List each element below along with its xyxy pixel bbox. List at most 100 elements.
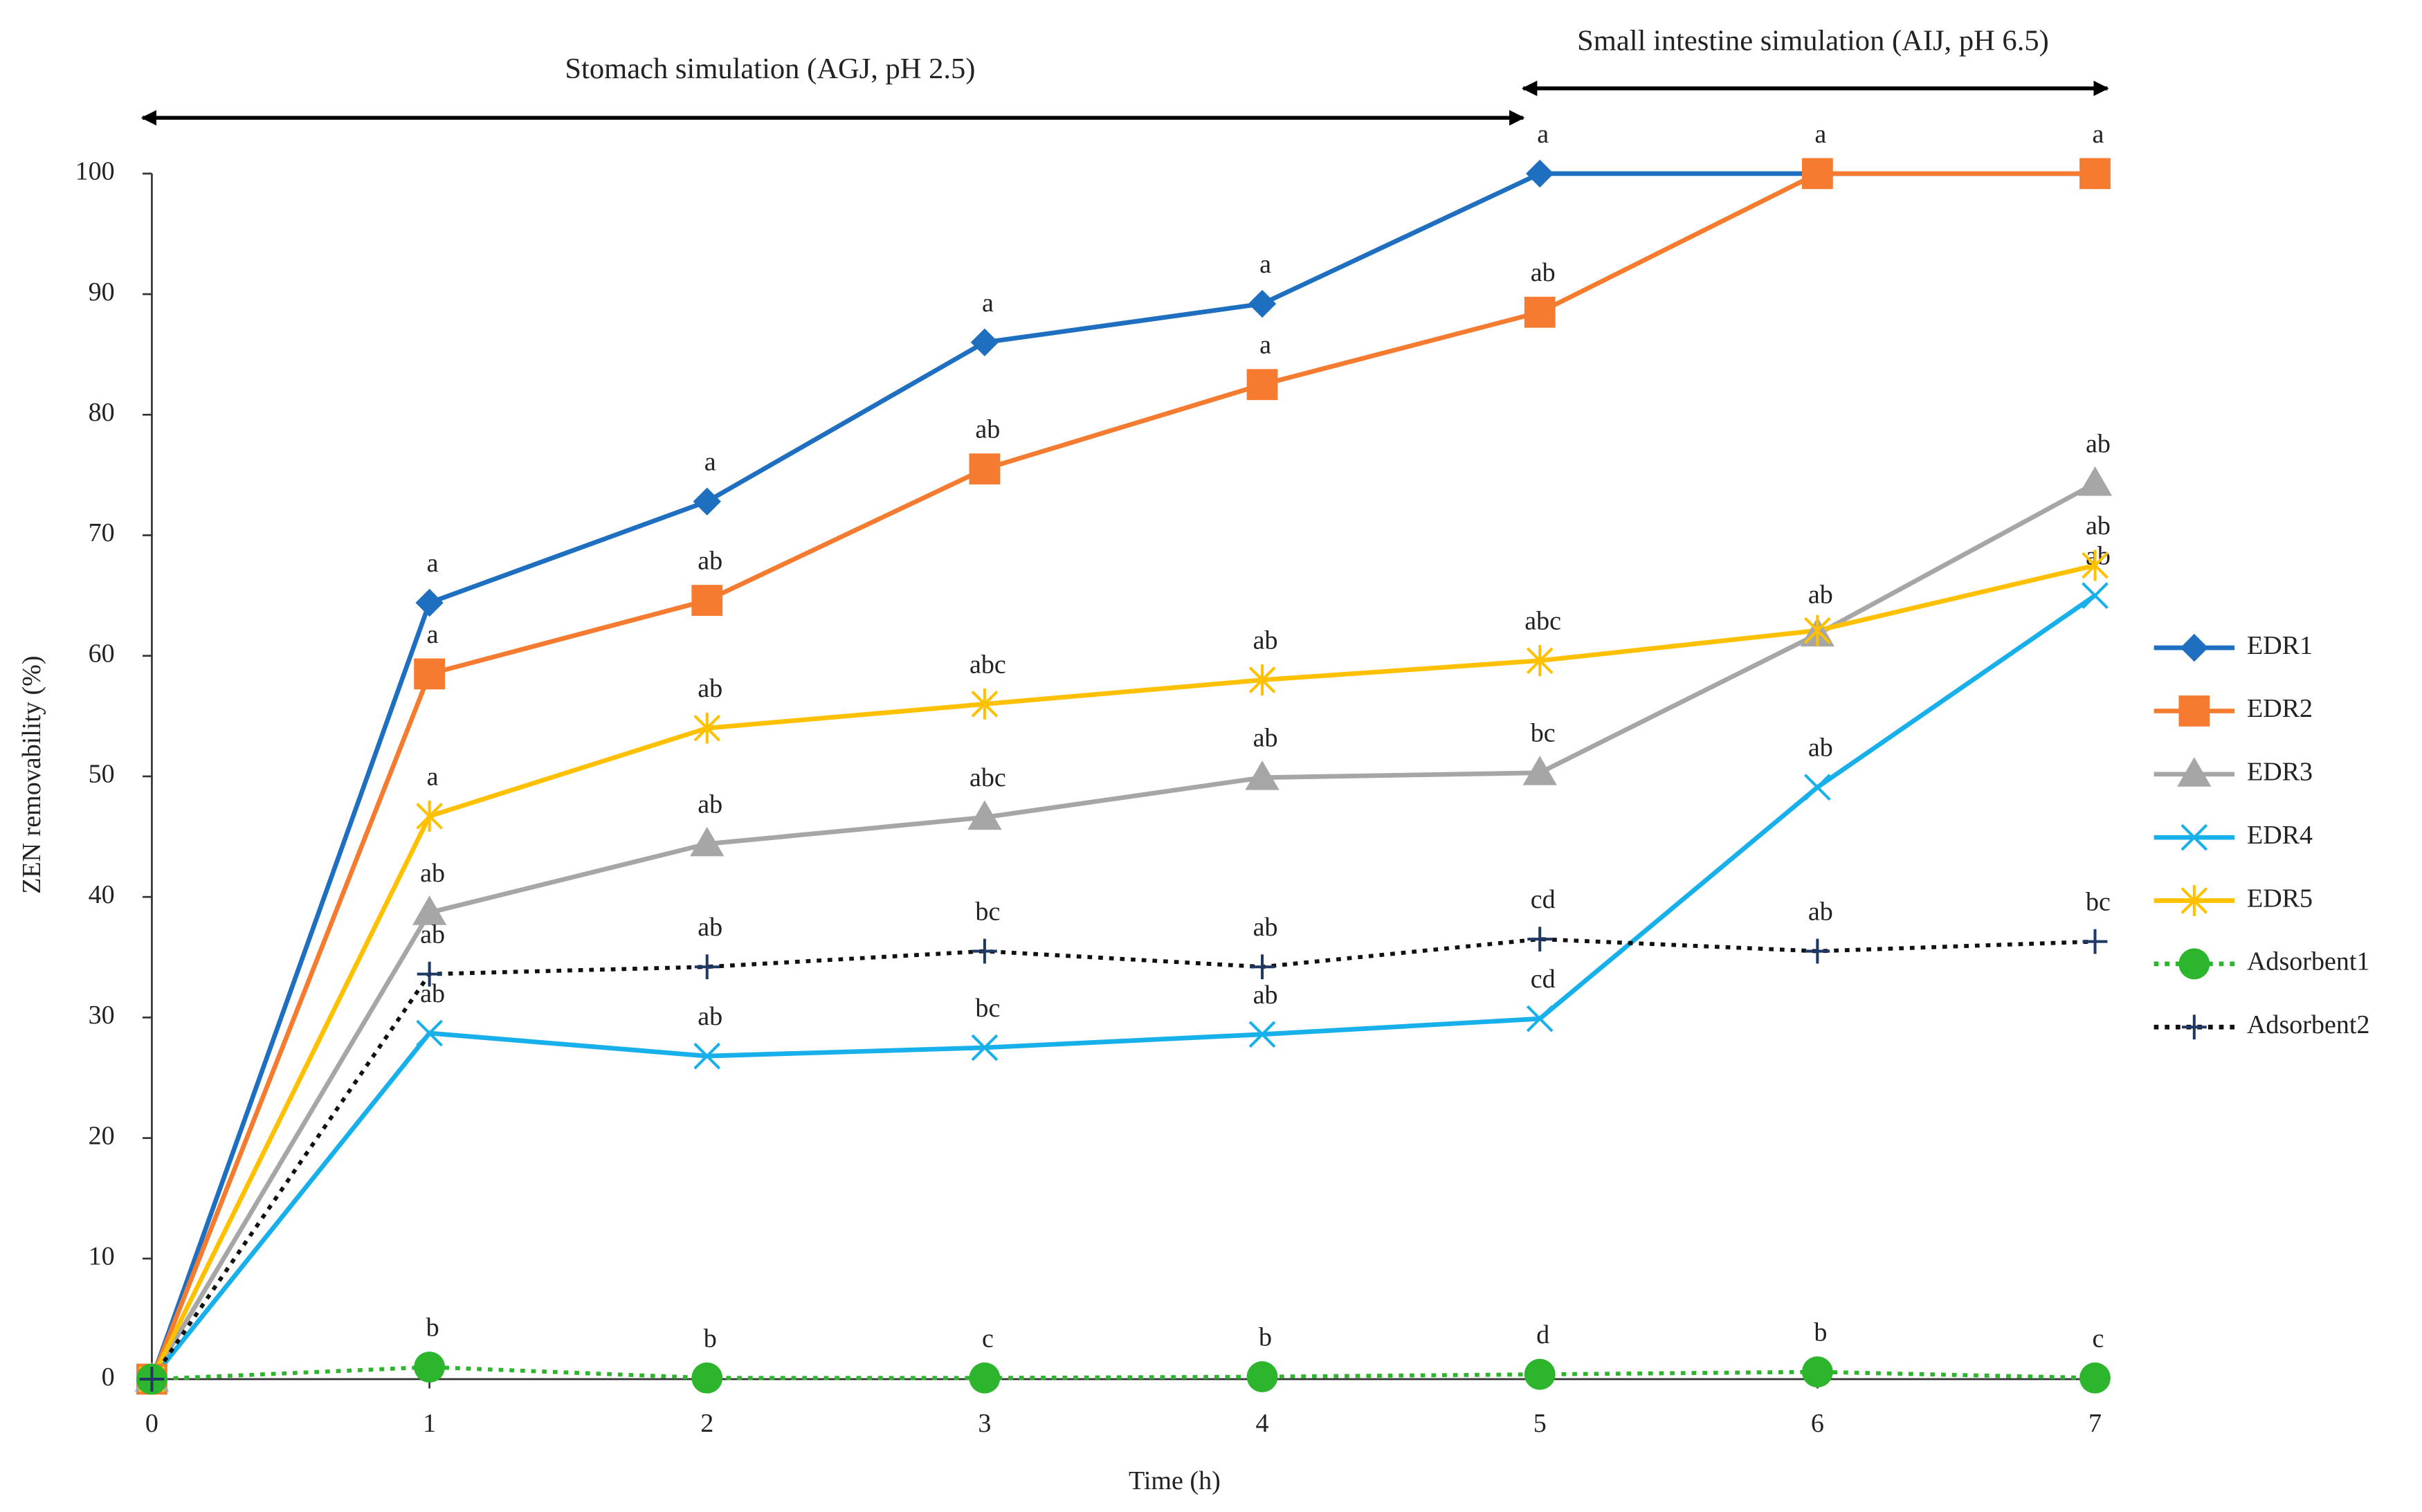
significance-letter: cd bbox=[1531, 965, 1556, 994]
data-point bbox=[967, 800, 1002, 830]
data-point bbox=[139, 1367, 165, 1392]
y-tick-label: 0 bbox=[102, 1363, 115, 1392]
data-point bbox=[690, 826, 725, 857]
significance-letter: c bbox=[982, 1324, 994, 1353]
significance-letter: ab bbox=[975, 415, 1000, 444]
series-line bbox=[150, 937, 2095, 1381]
data-point bbox=[1248, 1021, 1276, 1048]
significance-letter: bc bbox=[2086, 888, 2111, 917]
data-point bbox=[1804, 614, 1831, 646]
series-line bbox=[149, 563, 2096, 1381]
significance-letter: a bbox=[427, 762, 439, 791]
data-point bbox=[1526, 1005, 1554, 1032]
data-point bbox=[1250, 954, 1275, 980]
significance-letter: cd bbox=[1531, 885, 1556, 914]
data-point bbox=[2082, 549, 2109, 581]
data-point bbox=[417, 961, 442, 987]
data-point bbox=[691, 1362, 723, 1394]
series-line bbox=[149, 171, 2095, 1381]
data-point bbox=[1526, 645, 1554, 677]
legend-marker bbox=[2180, 885, 2208, 916]
legend-label: Adsorbent2 bbox=[2247, 1010, 2370, 1039]
data-point bbox=[1805, 938, 1830, 964]
data-point bbox=[414, 1351, 445, 1383]
significance-letter: ab bbox=[1808, 898, 1833, 927]
data-point bbox=[972, 938, 997, 964]
data-point bbox=[416, 801, 443, 832]
significance-letter: b bbox=[426, 1313, 439, 1342]
significance-letter: a bbox=[1259, 250, 1271, 279]
significance-letter: a bbox=[704, 448, 716, 477]
data-point bbox=[2079, 1362, 2111, 1394]
data-point bbox=[2082, 929, 2108, 954]
phase-label: Small intestine simulation (AIJ, pH 6.5) bbox=[1577, 25, 2049, 57]
significance-letter: ab bbox=[2086, 511, 2111, 540]
data-point bbox=[2082, 582, 2109, 609]
series-line bbox=[149, 593, 2097, 1381]
y-tick-label: 70 bbox=[89, 518, 115, 547]
data-point bbox=[969, 1362, 1001, 1394]
data-point bbox=[1522, 756, 1557, 785]
legend-label: EDR5 bbox=[2247, 884, 2313, 913]
significance-letter: ab bbox=[698, 547, 722, 576]
legend-label: Adsorbent1 bbox=[2247, 947, 2370, 976]
data-point bbox=[412, 895, 447, 925]
data-point bbox=[1524, 296, 1556, 328]
data-point bbox=[693, 487, 721, 516]
legend-label: EDR1 bbox=[2247, 631, 2313, 660]
data-point bbox=[1524, 1358, 1556, 1390]
data-point bbox=[1527, 927, 1553, 952]
legend-marker bbox=[2177, 757, 2212, 787]
significance-letter: b bbox=[704, 1324, 717, 1353]
legend-marker bbox=[2181, 1014, 2207, 1040]
x-tick-label: 2 bbox=[700, 1409, 713, 1438]
significance-letter: ab bbox=[420, 979, 445, 1008]
significance-letter: ab bbox=[420, 859, 445, 888]
significance-letter: ab bbox=[1531, 258, 1556, 287]
data-point bbox=[416, 1019, 443, 1047]
data-point bbox=[1248, 664, 1276, 695]
data-point bbox=[1248, 289, 1277, 318]
legend-marker bbox=[2180, 633, 2208, 662]
x-tick-label: 5 bbox=[1533, 1409, 1547, 1438]
data-point bbox=[971, 689, 999, 720]
y-axis-label: ZEN removability (%) bbox=[17, 655, 46, 893]
significance-letter: b bbox=[1814, 1318, 1827, 1347]
significance-letter: a bbox=[427, 549, 439, 578]
y-tick-label: 100 bbox=[75, 157, 115, 186]
data-point bbox=[415, 588, 444, 617]
data-point bbox=[694, 954, 720, 980]
legend-marker bbox=[2178, 695, 2210, 727]
significance-letter: d bbox=[1536, 1320, 1549, 1349]
data-point bbox=[414, 658, 445, 690]
data-point bbox=[693, 1042, 721, 1070]
significance-letter: abc bbox=[969, 650, 1006, 679]
x-tick-label: 6 bbox=[1811, 1409, 1824, 1438]
series-line bbox=[152, 1365, 2095, 1381]
data-point bbox=[1246, 369, 1278, 401]
y-tick-label: 10 bbox=[89, 1242, 115, 1271]
data-point bbox=[970, 328, 999, 356]
significance-letter: abc bbox=[969, 763, 1006, 792]
y-tick-label: 30 bbox=[89, 1001, 115, 1030]
data-point bbox=[1804, 774, 1831, 801]
data-point bbox=[969, 453, 1001, 485]
significance-letter: ab bbox=[1253, 626, 1278, 655]
significance-letter: ab bbox=[2086, 542, 2111, 571]
x-tick-label: 7 bbox=[2088, 1409, 2102, 1438]
series-line bbox=[149, 481, 2097, 1381]
data-point bbox=[1526, 159, 1554, 188]
legend-marker bbox=[2180, 823, 2208, 851]
significance-letter: bc bbox=[975, 898, 1000, 927]
significance-letter: ab bbox=[1253, 981, 1278, 1010]
data-point bbox=[693, 712, 721, 744]
significance-letter: ab bbox=[1808, 734, 1833, 763]
significance-letter: a bbox=[2093, 120, 2104, 149]
series-line bbox=[149, 171, 2095, 1381]
data-point bbox=[1245, 760, 1280, 790]
significance-letter: a bbox=[1259, 331, 1271, 360]
legend-label: EDR2 bbox=[2247, 694, 2313, 723]
x-tick-label: 3 bbox=[978, 1409, 991, 1438]
data-point bbox=[2079, 158, 2111, 190]
